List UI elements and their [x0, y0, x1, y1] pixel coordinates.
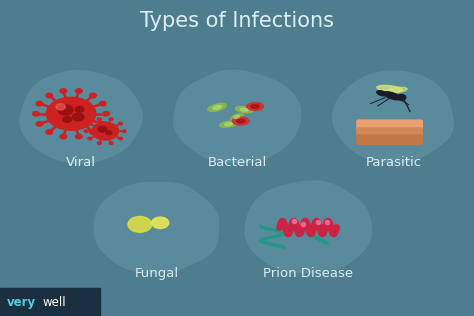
Circle shape [33, 112, 39, 116]
Text: Viral: Viral [65, 156, 96, 169]
Ellipse shape [213, 106, 221, 109]
Ellipse shape [386, 87, 407, 93]
Circle shape [98, 118, 101, 120]
FancyBboxPatch shape [357, 128, 422, 137]
Circle shape [56, 104, 65, 110]
Ellipse shape [234, 115, 240, 118]
Circle shape [88, 122, 92, 125]
Circle shape [98, 142, 101, 144]
Ellipse shape [377, 85, 402, 92]
Circle shape [88, 137, 92, 140]
Circle shape [98, 126, 107, 132]
Circle shape [90, 93, 96, 98]
Circle shape [118, 137, 122, 140]
Circle shape [397, 94, 406, 100]
Ellipse shape [231, 113, 243, 120]
Circle shape [122, 130, 126, 132]
Ellipse shape [236, 106, 253, 113]
Polygon shape [245, 181, 372, 273]
Circle shape [60, 134, 67, 139]
Polygon shape [333, 71, 453, 163]
Ellipse shape [225, 123, 232, 126]
Circle shape [103, 112, 109, 116]
Ellipse shape [377, 91, 386, 96]
Circle shape [75, 106, 84, 112]
Ellipse shape [237, 119, 245, 123]
Text: well: well [43, 295, 66, 309]
Ellipse shape [383, 92, 401, 100]
Circle shape [46, 130, 53, 134]
Ellipse shape [220, 121, 237, 127]
Circle shape [75, 134, 82, 139]
Circle shape [118, 122, 122, 125]
Circle shape [46, 97, 96, 130]
Circle shape [109, 142, 113, 144]
Circle shape [100, 101, 106, 106]
Polygon shape [20, 70, 142, 163]
Ellipse shape [240, 108, 248, 111]
Circle shape [92, 122, 118, 140]
FancyBboxPatch shape [357, 135, 422, 144]
Text: Types of Infections: Types of Infections [140, 10, 334, 31]
Polygon shape [174, 70, 301, 163]
Ellipse shape [232, 117, 249, 125]
Text: Fungal: Fungal [134, 267, 179, 280]
Ellipse shape [251, 105, 259, 108]
Ellipse shape [208, 103, 226, 112]
Circle shape [46, 93, 53, 98]
FancyBboxPatch shape [0, 288, 100, 316]
Polygon shape [94, 182, 219, 274]
Circle shape [63, 117, 72, 122]
Text: very: very [7, 295, 36, 309]
Circle shape [128, 216, 152, 232]
Circle shape [60, 89, 67, 93]
Circle shape [109, 118, 113, 120]
Circle shape [73, 113, 84, 121]
Ellipse shape [246, 102, 264, 111]
Circle shape [90, 130, 96, 134]
Circle shape [100, 122, 106, 126]
Circle shape [84, 130, 88, 132]
FancyBboxPatch shape [357, 120, 422, 131]
Circle shape [36, 122, 43, 126]
Text: Prion Disease: Prion Disease [263, 267, 353, 280]
Text: Parasitic: Parasitic [365, 156, 421, 169]
Circle shape [75, 89, 82, 93]
Text: Bacterial: Bacterial [207, 156, 266, 169]
Circle shape [36, 101, 43, 106]
Circle shape [106, 131, 112, 135]
Circle shape [58, 105, 73, 115]
Circle shape [152, 217, 169, 228]
